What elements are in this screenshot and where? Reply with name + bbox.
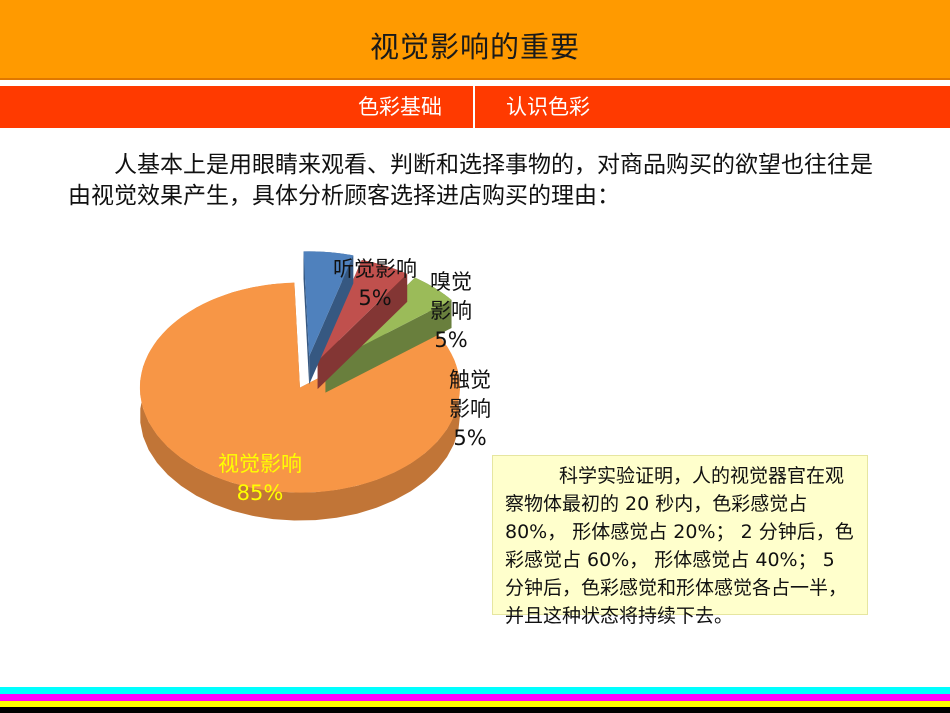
label-touch-name-1: 触觉 bbox=[449, 368, 491, 392]
pie-slice-face-0-0 bbox=[303, 251, 310, 385]
stripe-1 bbox=[0, 694, 950, 701]
label-hearing-name: 听觉影响 bbox=[333, 257, 417, 281]
stripe-2 bbox=[0, 701, 950, 707]
experiment-note: 科学实验证明，人的视觉器官在观察物体最初的 20 秒内，色彩感觉占 80%， 形… bbox=[492, 455, 868, 627]
label-touch-value: 5% bbox=[453, 426, 487, 450]
stripe-3 bbox=[0, 707, 950, 713]
label-smell-value: 5% bbox=[434, 328, 468, 352]
pie-slice-1 bbox=[317, 260, 408, 389]
pie-slice-face-1-1 bbox=[317, 273, 408, 389]
label-vision: 视觉影响 85% bbox=[195, 450, 325, 508]
stripe-0 bbox=[0, 687, 950, 694]
pie-slice-top-0 bbox=[303, 251, 354, 357]
label-vision-name: 视觉影响 bbox=[218, 452, 302, 476]
page-title: 视觉影响的重要 bbox=[369, 30, 580, 64]
label-vision-value: 85% bbox=[236, 481, 284, 505]
label-smell: 嗅觉 影响 5% bbox=[425, 268, 477, 355]
note-text: 科学实验证明，人的视觉器官在观察物体最初的 20 秒内，色彩感觉占 80%， 形… bbox=[505, 465, 854, 627]
pie-slice-top-3 bbox=[139, 282, 460, 493]
label-smell-name-2: 影响 bbox=[430, 299, 472, 323]
tab-color-basics[interactable]: 色彩基础 bbox=[358, 95, 442, 119]
label-hearing-value: 5% bbox=[358, 286, 392, 310]
pie-slice-top-1 bbox=[317, 260, 408, 361]
label-smell-name-1: 嗅觉 bbox=[430, 270, 472, 294]
label-touch-name-2: 影响 bbox=[449, 397, 491, 421]
sub-header-bar: 色彩基础 认识色彩 bbox=[0, 86, 950, 128]
title-bar: 视觉影响的重要 bbox=[0, 0, 950, 80]
tab-understanding-color[interactable]: 认识色彩 bbox=[506, 95, 590, 119]
tab-divider bbox=[473, 86, 475, 128]
pie-slice-0 bbox=[303, 251, 354, 385]
intro-text: 人基本上是用眼睛来观看、判断和选择事物的，对商品购买的欲望也往往是由视觉效果产生… bbox=[68, 152, 873, 209]
pie-slice-face-2-1 bbox=[325, 299, 452, 393]
intro-paragraph: 人基本上是用眼睛来观看、判断和选择事物的，对商品购买的欲望也往往是由视觉效果产生… bbox=[68, 150, 888, 212]
pie-chart bbox=[139, 251, 460, 521]
pie-slice-face-0-1 bbox=[309, 255, 354, 385]
label-touch: 触觉 影响 5% bbox=[440, 366, 500, 453]
label-hearing: 听觉影响 5% bbox=[320, 255, 430, 313]
